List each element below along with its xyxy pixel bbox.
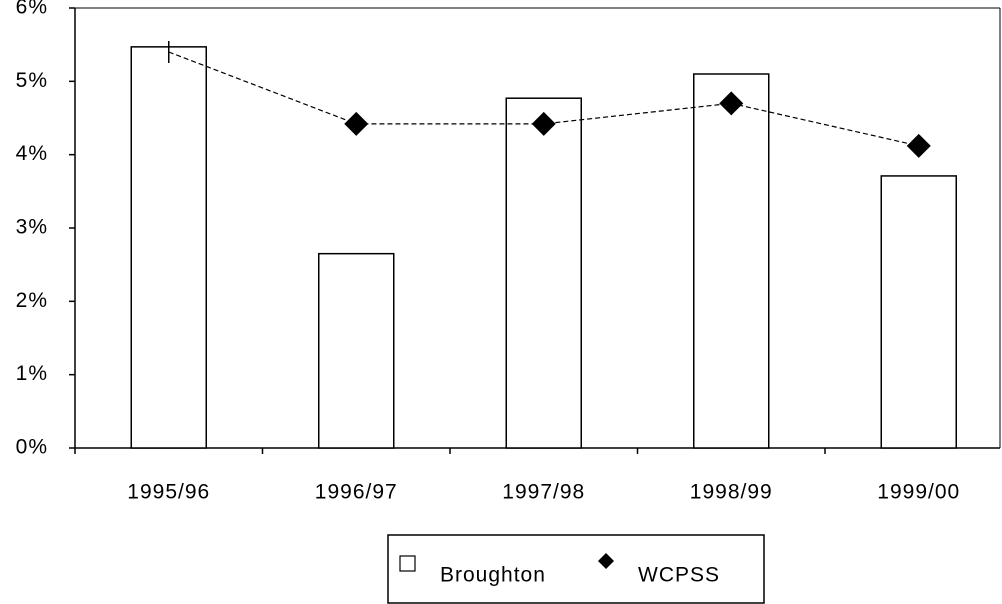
- x-tick-label: 1997/98: [502, 481, 585, 504]
- bar: [318, 252, 395, 449]
- y-tick-label: 5%: [16, 69, 48, 92]
- x-tick-label: 1999/00: [877, 481, 960, 504]
- marker: [344, 111, 369, 136]
- bar: [505, 97, 582, 449]
- y-tick-label: 2%: [16, 289, 48, 312]
- y-tick-label: 0%: [16, 436, 48, 459]
- legend-label: WCPSS: [638, 564, 720, 587]
- x-tick-label: 1995/96: [127, 481, 210, 504]
- y-tick-label: 1%: [16, 362, 48, 385]
- marker: [531, 111, 556, 136]
- y-tick-label: 4%: [16, 142, 48, 165]
- x-tick-label: 1998/99: [690, 481, 773, 504]
- marker: [906, 133, 931, 158]
- legend-box: [387, 534, 765, 604]
- bar: [693, 73, 770, 449]
- bar: [880, 175, 957, 449]
- bar: [130, 46, 207, 449]
- y-tick-label: 6%: [16, 0, 48, 19]
- legend-label: Broughton: [440, 564, 546, 587]
- x-tick-label: 1996/97: [315, 481, 398, 504]
- y-tick-label: 3%: [16, 216, 48, 239]
- marker: [719, 91, 744, 116]
- legend-swatch: [399, 555, 416, 572]
- legend-swatch: [598, 553, 614, 569]
